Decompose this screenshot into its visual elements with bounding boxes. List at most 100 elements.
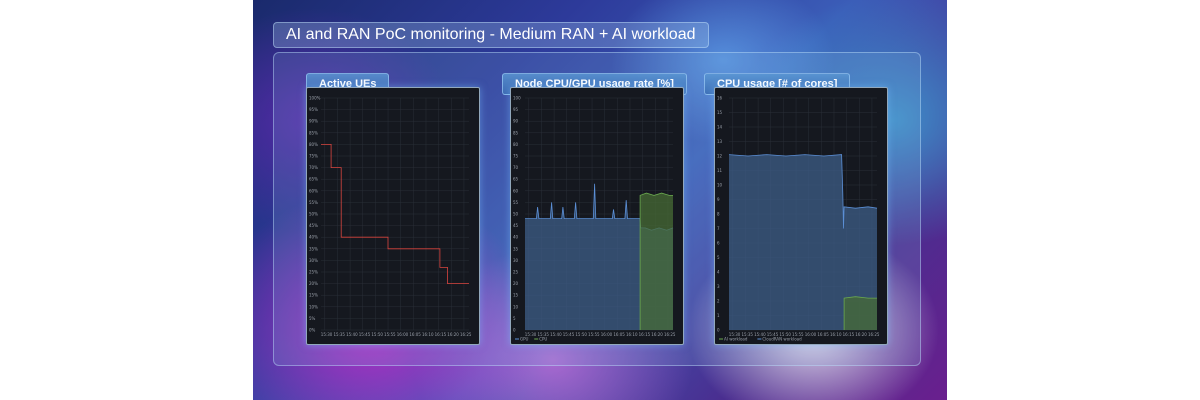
y-tick-label: 7 <box>717 226 720 231</box>
y-tick-label: 65 <box>513 177 519 182</box>
y-tick-label: 60% <box>309 188 318 193</box>
x-tick-label: 16:05 <box>817 332 829 337</box>
y-tick-label: 11 <box>717 168 723 173</box>
y-tick-label: 15% <box>309 293 318 298</box>
series-line-cloudran-workload <box>728 154 878 229</box>
x-tick-label: 15:35 <box>333 332 345 337</box>
cpu-gpu-rate-chart: 0 5 10 15 20 25 30 35 40 45 50 55 60 65 70 75 80 85 90 95 10… <box>513 96 676 342</box>
y-tick-label: 0% <box>309 328 316 333</box>
y-tick-label: 10% <box>309 304 318 309</box>
y-tick-label: 5 <box>513 316 516 321</box>
x-tick-label: 16:20 <box>447 332 459 337</box>
chart-panel-cpu-gpu-rate: 0 5 10 15 20 25 30 35 40 45 50 55 60 65 70 75 80 85 90 95 10… <box>510 87 684 345</box>
series-line-ai-workload <box>843 296 877 330</box>
y-tick-label: 14 <box>717 125 723 130</box>
x-tick-label: 16:25 <box>868 332 880 337</box>
y-tick-label: 12 <box>717 154 723 159</box>
legend-label: CloudRAN workload <box>762 337 802 342</box>
y-tick-label: 35% <box>309 246 318 251</box>
y-tick-label: 40% <box>309 235 318 240</box>
x-tick-label: 16:15 <box>639 332 651 337</box>
x-tick-label: 15:35 <box>537 332 549 337</box>
chart-panel-cpu-cores: 0 1 2 3 4 5 6 7 8 9 10 11 12 13 14 15 16 15:30 15:35 15:40 1… <box>714 87 888 345</box>
y-tick-label: 10 <box>717 183 723 188</box>
y-tick-label: 0 <box>513 328 516 333</box>
y-tick-label: 5% <box>309 316 316 321</box>
y-tick-label: 80 <box>513 142 519 147</box>
x-tick-label: 16:20 <box>855 332 867 337</box>
series-area-ai-workload <box>844 296 877 330</box>
y-tick-label: 35 <box>513 246 519 251</box>
x-tick-label: 16:10 <box>422 332 434 337</box>
x-tick-label: 16:00 <box>805 332 817 337</box>
x-tick-label: 15:40 <box>346 332 358 337</box>
x-tick-label: 16:00 <box>397 332 409 337</box>
y-tick-label: 50% <box>309 212 318 217</box>
x-tick-label: 15:45 <box>563 332 575 337</box>
y-tick-label: 55% <box>309 200 318 205</box>
y-tick-label: 95% <box>309 107 318 112</box>
x-tick-label: 15:55 <box>792 332 804 337</box>
x-tick-label: 15:40 <box>550 332 562 337</box>
x-tick-label: 16:20 <box>651 332 663 337</box>
page-title: AI and RAN PoC monitoring - Medium RAN +… <box>273 22 709 48</box>
y-tick-label: 0 <box>717 328 720 333</box>
series-area-gpu <box>525 183 673 330</box>
y-tick-label: 15 <box>513 293 519 298</box>
x-tick-label: 15:50 <box>575 332 587 337</box>
series-line-s0 <box>321 144 469 284</box>
x-tick-label: 15:30 <box>729 332 741 337</box>
y-tick-label: 20% <box>309 281 318 286</box>
x-tick-label: 16:00 <box>601 332 613 337</box>
x-tick-label: 16:05 <box>409 332 421 337</box>
y-tick-label: 2 <box>717 299 720 304</box>
x-tick-label: 16:10 <box>626 332 638 337</box>
x-tick-label: 15:40 <box>754 332 766 337</box>
x-tick-label: 15:55 <box>588 332 600 337</box>
y-tick-label: 85 <box>513 130 519 135</box>
y-tick-label: 60 <box>513 188 519 193</box>
series-area-cpu <box>640 193 673 330</box>
y-tick-label: 20 <box>513 281 519 286</box>
x-tick-label: 16:25 <box>460 332 472 337</box>
y-tick-label: 95 <box>513 107 519 112</box>
y-tick-label: 30 <box>513 258 519 263</box>
y-tick-label: 25 <box>513 270 519 275</box>
y-tick-label: 13 <box>717 139 723 144</box>
y-tick-label: 6 <box>717 241 720 246</box>
y-tick-label: 90 <box>513 119 519 124</box>
y-tick-label: 90% <box>309 119 318 124</box>
y-tick-label: 75% <box>309 154 318 159</box>
x-tick-label: 16:05 <box>613 332 625 337</box>
x-tick-label: 15:50 <box>779 332 791 337</box>
y-tick-label: 5 <box>717 255 720 260</box>
x-tick-label: 16:15 <box>843 332 855 337</box>
series-area-cloudran-workload <box>729 154 877 330</box>
y-tick-label: 100% <box>309 96 321 101</box>
y-tick-label: 100 <box>513 96 521 101</box>
y-tick-label: 70 <box>513 165 519 170</box>
dashboard-board: Active UEs Node CPU/GPU usage rate [%] C… <box>273 52 921 366</box>
legend-label: AI workload <box>724 337 748 342</box>
y-tick-label: 40 <box>513 235 519 240</box>
y-tick-label: 10 <box>513 304 519 309</box>
y-tick-label: 75 <box>513 154 519 159</box>
y-tick-label: 85% <box>309 130 318 135</box>
y-tick-label: 65% <box>309 177 318 182</box>
y-tick-label: 55 <box>513 200 519 205</box>
x-tick-label: 16:10 <box>830 332 842 337</box>
x-tick-label: 15:30 <box>321 332 333 337</box>
y-tick-label: 30% <box>309 258 318 263</box>
x-tick-label: 15:50 <box>371 332 383 337</box>
y-tick-label: 3 <box>717 284 720 289</box>
presentation-slide: AI and RAN PoC monitoring - Medium RAN +… <box>253 0 947 400</box>
active-ues-chart: 0% 5% 10% 15% 20% 25% 30% 35% 40% 45% 50% 55% 60% 65%… <box>309 96 472 338</box>
legend-label: GPU <box>520 337 529 342</box>
y-tick-label: 70% <box>309 165 318 170</box>
x-tick-label: 16:15 <box>435 332 447 337</box>
y-tick-label: 9 <box>717 197 720 202</box>
y-tick-label: 45 <box>513 223 519 228</box>
y-tick-label: 8 <box>717 212 720 217</box>
y-tick-label: 16 <box>717 96 723 101</box>
